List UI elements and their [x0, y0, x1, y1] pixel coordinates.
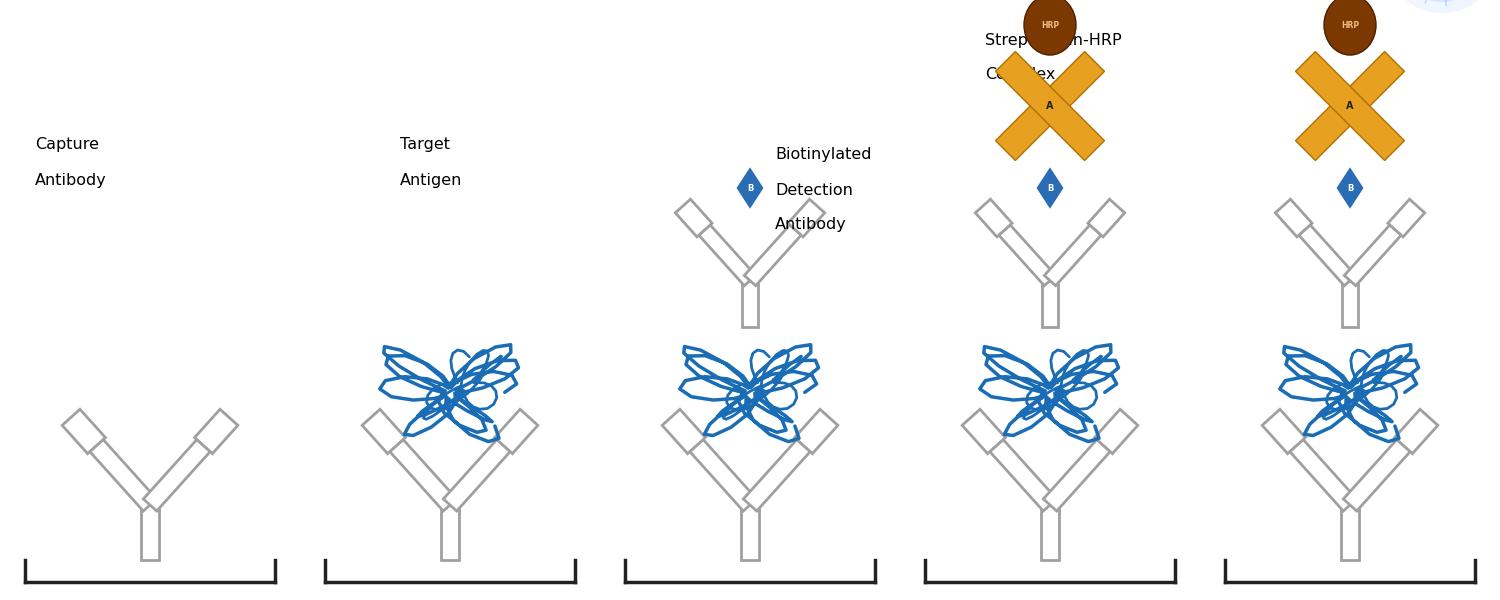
Polygon shape	[1044, 225, 1101, 286]
Polygon shape	[996, 52, 1104, 160]
Polygon shape	[699, 225, 756, 286]
Text: B: B	[1347, 184, 1353, 193]
Text: A: A	[1347, 101, 1353, 111]
Text: Antibody: Antibody	[776, 217, 846, 232]
Circle shape	[1386, 0, 1498, 13]
Polygon shape	[362, 409, 405, 454]
Polygon shape	[999, 225, 1056, 286]
Polygon shape	[975, 199, 1012, 237]
Polygon shape	[788, 199, 825, 237]
Polygon shape	[675, 199, 712, 237]
Polygon shape	[990, 440, 1056, 511]
Polygon shape	[441, 505, 459, 560]
Polygon shape	[735, 166, 765, 210]
Polygon shape	[1275, 199, 1312, 237]
Polygon shape	[62, 409, 105, 454]
Polygon shape	[1088, 199, 1125, 237]
Polygon shape	[1262, 409, 1305, 454]
Text: Antibody: Antibody	[34, 173, 106, 187]
Text: Detection: Detection	[776, 182, 853, 197]
Polygon shape	[390, 440, 456, 511]
Polygon shape	[1042, 281, 1058, 328]
Polygon shape	[962, 409, 1005, 454]
Text: Target: Target	[400, 137, 450, 152]
Polygon shape	[690, 440, 756, 511]
Circle shape	[1396, 0, 1486, 2]
Polygon shape	[1296, 52, 1404, 160]
Polygon shape	[1341, 505, 1359, 560]
Text: B: B	[1047, 184, 1053, 193]
Polygon shape	[741, 505, 759, 560]
Polygon shape	[1388, 199, 1425, 237]
Polygon shape	[1296, 52, 1404, 160]
Text: Antigen: Antigen	[400, 173, 462, 187]
Polygon shape	[1299, 225, 1356, 286]
Polygon shape	[1095, 409, 1138, 454]
Text: Biotinylated: Biotinylated	[776, 148, 871, 163]
Polygon shape	[495, 409, 538, 454]
Polygon shape	[1041, 505, 1059, 560]
Polygon shape	[1342, 281, 1358, 328]
Polygon shape	[144, 440, 210, 511]
Polygon shape	[1290, 440, 1356, 511]
Polygon shape	[662, 409, 705, 454]
Polygon shape	[742, 281, 758, 328]
Polygon shape	[795, 409, 838, 454]
Text: TMB: TMB	[1338, 20, 1372, 35]
Text: HRP: HRP	[1041, 20, 1059, 29]
Polygon shape	[90, 440, 156, 511]
Polygon shape	[141, 505, 159, 560]
Polygon shape	[744, 225, 801, 286]
Text: Streptavidin-HRP: Streptavidin-HRP	[986, 32, 1122, 47]
Polygon shape	[744, 440, 810, 511]
Text: A: A	[1047, 101, 1053, 111]
Text: HRP: HRP	[1341, 20, 1359, 29]
Polygon shape	[1044, 440, 1110, 511]
Text: Complex: Complex	[986, 67, 1056, 82]
Ellipse shape	[1324, 0, 1376, 55]
Ellipse shape	[1024, 0, 1075, 55]
Text: Capture: Capture	[34, 137, 99, 152]
Polygon shape	[1344, 225, 1401, 286]
Polygon shape	[195, 409, 238, 454]
Text: B: B	[747, 184, 753, 193]
Polygon shape	[1344, 440, 1410, 511]
Polygon shape	[1035, 166, 1065, 210]
Polygon shape	[1335, 166, 1365, 210]
Polygon shape	[996, 52, 1104, 160]
Polygon shape	[444, 440, 510, 511]
Polygon shape	[1395, 409, 1438, 454]
